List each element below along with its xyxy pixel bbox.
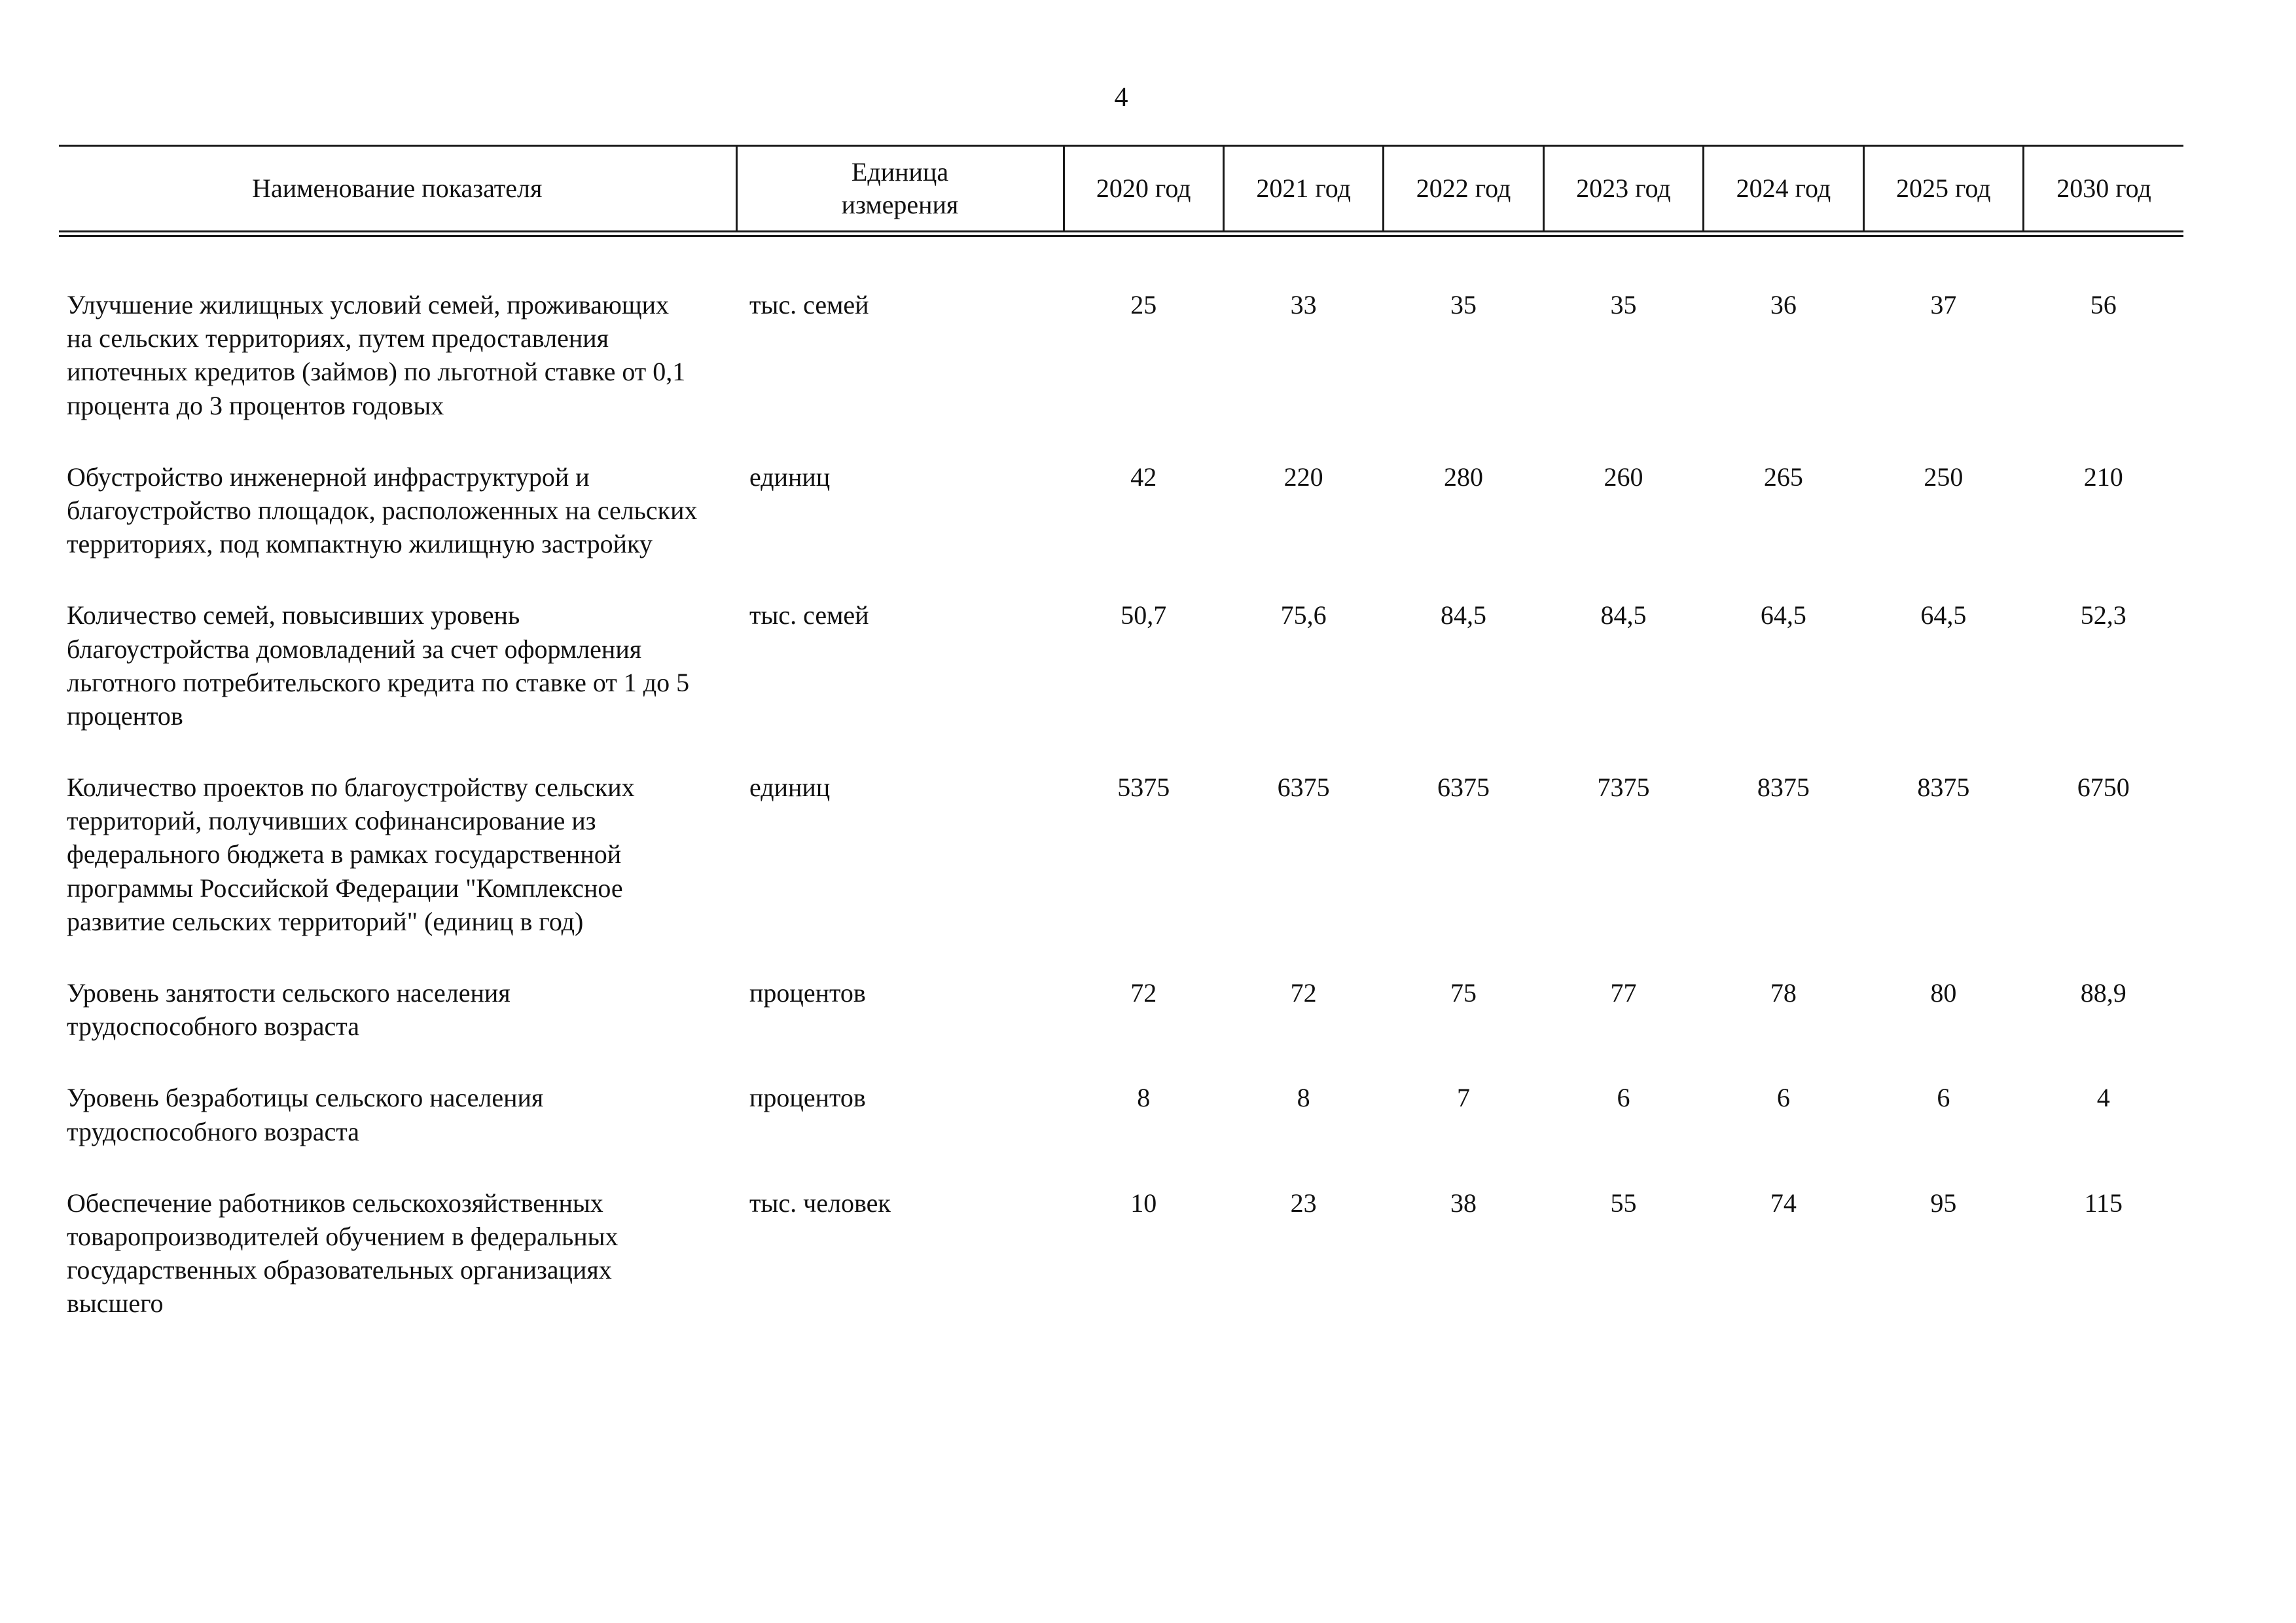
indicators-table: Наименование показателя Единица измерени… xyxy=(59,145,2183,1359)
indicator-value: 5375 xyxy=(1117,773,1170,803)
indicator-value: 6375 xyxy=(1437,773,1490,803)
indicator-value: 56 xyxy=(2090,290,2117,319)
indicator-name: Количество проектов по благоустройству с… xyxy=(67,773,635,936)
page-number: 4 xyxy=(1114,82,1128,113)
indicator-value: 38 xyxy=(1450,1188,1477,1218)
table-row: Обустройство инженерной инфраструктурой … xyxy=(59,460,2183,599)
indicator-value: 55 xyxy=(1610,1188,1637,1218)
table-row: Уровень безработицы сельского населения … xyxy=(59,1081,2183,1186)
indicator-name: Обустройство инженерной инфраструктурой … xyxy=(67,462,698,559)
indicator-value: 95 xyxy=(1930,1188,1957,1218)
header-year-2023: 2023 год xyxy=(1542,145,1704,237)
indicator-value: 8 xyxy=(1137,1083,1151,1113)
indicator-unit: процентов xyxy=(749,1083,866,1113)
indicator-unit: тыс. семей xyxy=(749,290,869,319)
indicator-value: 64,5 xyxy=(1920,600,1967,630)
indicator-value: 77 xyxy=(1610,978,1637,1008)
table-header-row: Наименование показателя Единица измерени… xyxy=(59,145,2183,237)
indicator-value: 33 xyxy=(1290,290,1317,319)
indicator-value: 115 xyxy=(2084,1188,2123,1218)
indicator-value: 75,6 xyxy=(1280,600,1327,630)
indicator-value: 8 xyxy=(1297,1083,1310,1113)
header-year-2030: 2030 год xyxy=(2022,145,2183,237)
indicator-value: 280 xyxy=(1444,462,1484,492)
indicator-value: 10 xyxy=(1130,1188,1157,1218)
indicator-unit: тыс. человек xyxy=(749,1188,891,1218)
indicator-value: 8375 xyxy=(1917,773,1970,803)
indicator-value: 42 xyxy=(1130,462,1157,492)
indicator-name: Количество семей, повысивших уровень бла… xyxy=(67,600,690,731)
indicator-value: 4 xyxy=(2096,1083,2110,1113)
indicator-value: 6750 xyxy=(2077,773,2130,803)
indicator-value: 265 xyxy=(1763,462,1803,492)
indicator-name: Уровень безработицы сельского населения … xyxy=(67,1083,544,1146)
indicator-value: 84,5 xyxy=(1600,600,1647,630)
header-year-2022: 2022 год xyxy=(1382,145,1544,237)
table-row: Обеспечение работников сельскохозяйствен… xyxy=(59,1186,2183,1359)
indicator-value: 25 xyxy=(1130,290,1157,319)
indicator-unit: единиц xyxy=(749,462,831,492)
indicator-value: 75 xyxy=(1450,978,1477,1008)
indicator-value: 6 xyxy=(1617,1083,1630,1113)
indicator-value: 7 xyxy=(1457,1083,1471,1113)
indicator-value: 250 xyxy=(1924,462,1964,492)
indicator-value: 52,3 xyxy=(2080,600,2126,630)
indicator-value: 23 xyxy=(1290,1188,1317,1218)
indicator-value: 36 xyxy=(1770,290,1797,319)
indicator-unit: тыс. семей xyxy=(749,600,869,630)
indicator-unit: единиц xyxy=(749,773,831,803)
indicator-value: 260 xyxy=(1604,462,1643,492)
indicator-value: 72 xyxy=(1290,978,1317,1008)
header-indicator-name: Наименование показателя xyxy=(59,145,736,237)
indicator-name: Уровень занятости сельского населения тр… xyxy=(67,978,511,1042)
indicator-value: 78 xyxy=(1770,978,1797,1008)
indicator-value: 35 xyxy=(1450,290,1477,319)
table-row: Количество проектов по благоустройству с… xyxy=(59,771,2183,976)
indicator-value: 64,5 xyxy=(1760,600,1806,630)
indicator-value: 220 xyxy=(1283,462,1323,492)
header-year-2021: 2021 год xyxy=(1222,145,1384,237)
indicator-value: 80 xyxy=(1930,978,1957,1008)
table-row: Количество семей, повысивших уровень бла… xyxy=(59,598,2183,771)
header-year-2024: 2024 год xyxy=(1702,145,1864,237)
indicator-value: 74 xyxy=(1770,1188,1797,1218)
indicator-value: 84,5 xyxy=(1441,600,1487,630)
indicator-value: 7375 xyxy=(1597,773,1650,803)
indicator-value: 8375 xyxy=(1757,773,1810,803)
indicator-value: 35 xyxy=(1610,290,1637,319)
table-row: Улучшение жилищных условий семей, прожив… xyxy=(59,234,2183,460)
indicator-value: 88,9 xyxy=(2080,978,2126,1008)
table-row: Уровень занятости сельского населения тр… xyxy=(59,976,2183,1081)
header-unit: Единица измерения xyxy=(735,145,1064,237)
indicator-name: Улучшение жилищных условий семей, прожив… xyxy=(67,290,686,420)
indicator-value: 210 xyxy=(2083,462,2123,492)
indicator-value: 6375 xyxy=(1277,773,1330,803)
header-year-2020: 2020 год xyxy=(1062,145,1224,237)
indicator-value: 50,7 xyxy=(1121,600,1167,630)
indicator-value: 6 xyxy=(1776,1083,1790,1113)
header-year-2025: 2025 год xyxy=(1862,145,2024,237)
indicator-value: 6 xyxy=(1937,1083,1950,1113)
indicator-value: 37 xyxy=(1930,290,1957,319)
indicator-unit: процентов xyxy=(749,978,866,1008)
indicator-name: Обеспечение работников сельскохозяйствен… xyxy=(67,1188,619,1319)
indicator-value: 72 xyxy=(1130,978,1157,1008)
